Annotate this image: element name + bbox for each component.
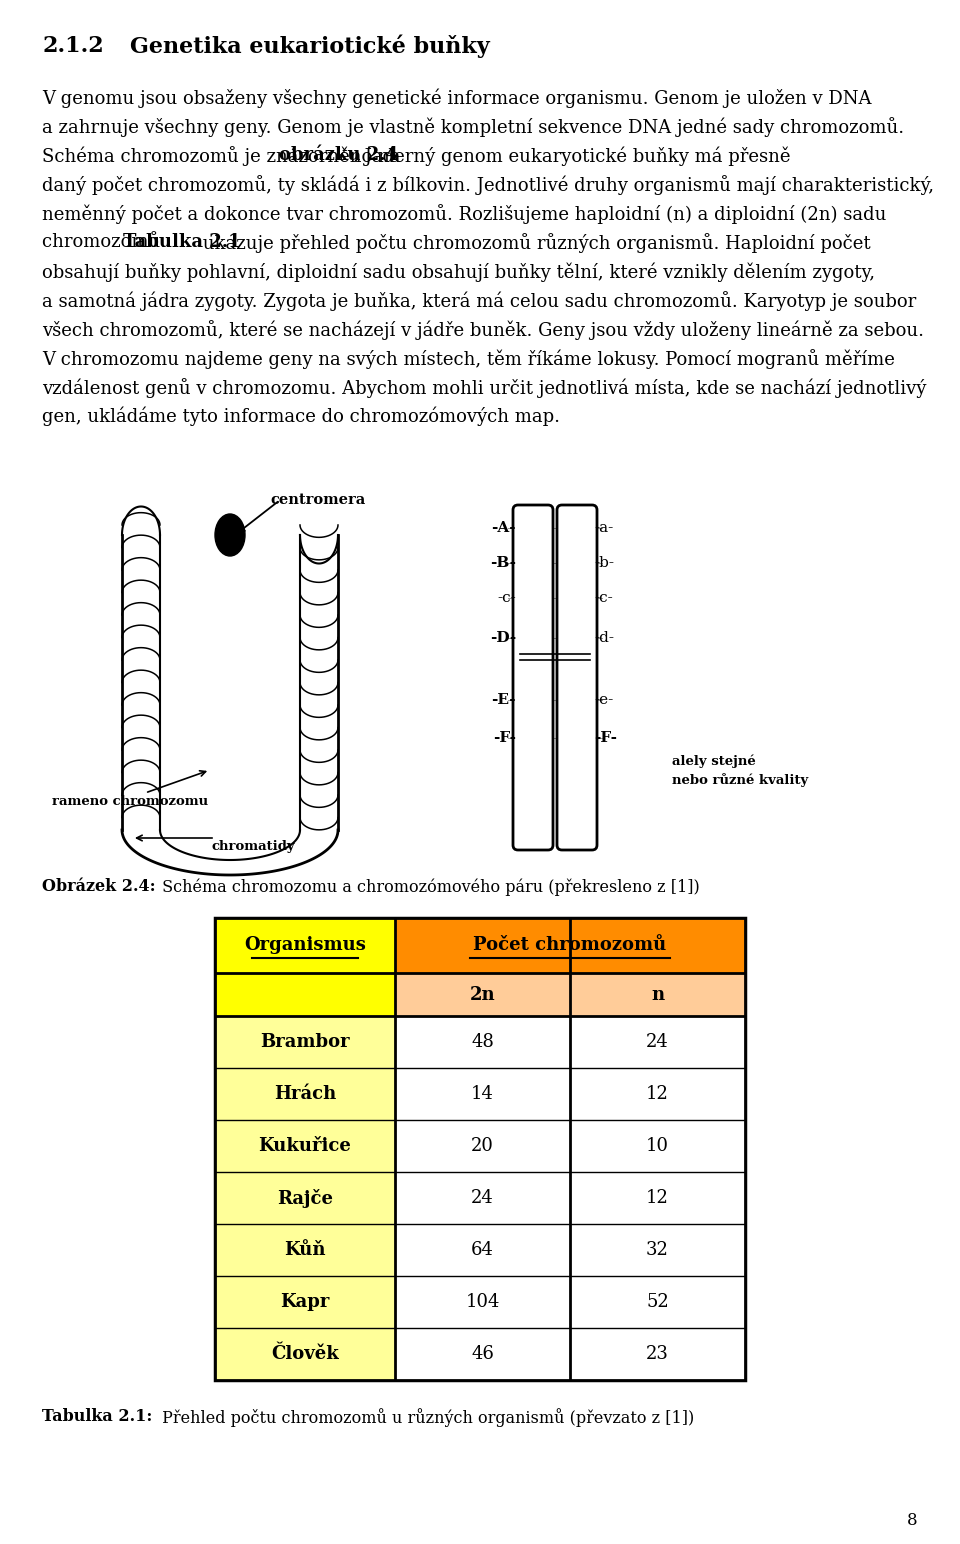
- Text: Schéma chromozomů je znázorněno na: Schéma chromozomů je znázorněno na: [42, 147, 406, 165]
- Text: 52: 52: [646, 1292, 669, 1311]
- Text: -c-: -c-: [594, 591, 612, 605]
- Text: daný počet chromozomů, ty skládá i z bílkovin. Jednotlivé druhy organismů mají c: daný počet chromozomů, ty skládá i z bíl…: [42, 174, 934, 195]
- Text: Kukuřice: Kukuřice: [258, 1136, 351, 1155]
- Text: -F-: -F-: [493, 730, 516, 746]
- Text: 23: 23: [646, 1345, 669, 1363]
- Text: -a-: -a-: [594, 520, 613, 536]
- Text: chromozomů.: chromozomů.: [42, 233, 172, 252]
- Text: obsahují buňky pohlavní, diploidní sadu obsahují buňky tělní, které vznikly děle: obsahují buňky pohlavní, diploidní sadu …: [42, 262, 875, 281]
- Text: -F-: -F-: [594, 730, 617, 746]
- Text: vzdálenost genů v chromozomu. Abychom mohli určit jednotlivá místa, kde se nachá: vzdálenost genů v chromozomu. Abychom mo…: [42, 378, 926, 398]
- Bar: [570, 1275, 745, 1328]
- Text: 10: 10: [646, 1136, 669, 1155]
- Text: Člověk: Člověk: [271, 1345, 339, 1363]
- Text: a zahrnuje všechny geny. Genom je vlastně kompletní sekvence DNA jedné sady chro: a zahrnuje všechny geny. Genom je vlastn…: [42, 117, 904, 137]
- Text: Kůň: Kůň: [284, 1241, 325, 1258]
- Text: . Jaderný genom eukaryotické buňky má přesně: . Jaderný genom eukaryotické buňky má př…: [353, 147, 790, 165]
- Bar: [215, 973, 395, 1016]
- Text: 46: 46: [471, 1345, 494, 1363]
- Bar: [215, 919, 745, 1380]
- Text: 64: 64: [471, 1241, 494, 1258]
- Bar: [570, 1016, 745, 1068]
- Text: Přehled počtu chromozomů u různých organismů (převzato z [1]): Přehled počtu chromozomů u různých organ…: [157, 1408, 694, 1427]
- Text: 24: 24: [646, 1033, 669, 1051]
- Text: a samotná jádra zygoty. Zygota je buňka, která má celou sadu chromozomů. Karyoty: a samotná jádra zygoty. Zygota je buňka,…: [42, 290, 916, 310]
- Text: centromera: centromera: [270, 493, 365, 506]
- Text: rameno chromozomu: rameno chromozomu: [52, 795, 208, 808]
- Bar: [395, 919, 745, 973]
- Text: 20: 20: [471, 1136, 494, 1155]
- Text: -B-: -B-: [490, 556, 516, 570]
- Bar: [395, 1224, 570, 1275]
- Text: 14: 14: [471, 1085, 494, 1102]
- FancyBboxPatch shape: [513, 505, 553, 851]
- Text: Rajče: Rajče: [277, 1189, 333, 1207]
- Text: chromatidy: chromatidy: [212, 840, 296, 852]
- Text: Hrách: Hrách: [274, 1085, 336, 1102]
- Text: obrázku 2.4: obrázku 2.4: [278, 147, 397, 164]
- Text: Tabulka 2.1: Tabulka 2.1: [123, 233, 241, 252]
- Bar: [215, 1172, 395, 1224]
- Text: Kapr: Kapr: [280, 1292, 329, 1311]
- Text: 2.1.2: 2.1.2: [42, 36, 104, 57]
- Bar: [395, 973, 570, 1016]
- FancyBboxPatch shape: [557, 505, 597, 851]
- Bar: [570, 973, 745, 1016]
- Bar: [215, 1275, 395, 1328]
- Text: 104: 104: [466, 1292, 500, 1311]
- Text: -e-: -e-: [594, 693, 613, 707]
- Text: Obrázek 2.4:: Obrázek 2.4:: [42, 879, 156, 896]
- Text: 32: 32: [646, 1241, 669, 1258]
- Bar: [395, 1172, 570, 1224]
- Bar: [215, 1328, 395, 1380]
- Text: -E-: -E-: [492, 693, 516, 707]
- Text: Tabulka 2.1:: Tabulka 2.1:: [42, 1408, 153, 1425]
- Text: V chromozomu najdeme geny na svých místech, těm říkáme lokusy. Pomocí mogranů mě: V chromozomu najdeme geny na svých míste…: [42, 349, 895, 369]
- Text: gen, ukládáme tyto informace do chromozómových map.: gen, ukládáme tyto informace do chromozó…: [42, 408, 560, 426]
- Bar: [395, 1016, 570, 1068]
- Bar: [570, 1328, 745, 1380]
- Text: 48: 48: [471, 1033, 494, 1051]
- Bar: [570, 1119, 745, 1172]
- Text: Brambor: Brambor: [260, 1033, 349, 1051]
- Text: Organismus: Organismus: [244, 937, 366, 954]
- Bar: [395, 1119, 570, 1172]
- Text: všech chromozomů, které se nacházejí v jádře buněk. Geny jsou vždy uloženy lineá: všech chromozomů, které se nacházejí v j…: [42, 320, 924, 340]
- Text: V genomu jsou obsaženy všechny genetické informace organismu. Genom je uložen v : V genomu jsou obsaženy všechny genetické…: [42, 88, 872, 108]
- Text: Schéma chromozomu a chromozómového páru (překresleno z [1]): Schéma chromozomu a chromozómového páru …: [157, 879, 700, 896]
- Text: neměnný počet a dokonce tvar chromozomů. Rozlišujeme haploidní (n) a diploidní (: neměnný počet a dokonce tvar chromozomů.…: [42, 204, 886, 224]
- Bar: [570, 1068, 745, 1119]
- Bar: [570, 1224, 745, 1275]
- Text: -b-: -b-: [594, 556, 614, 570]
- Bar: [395, 1328, 570, 1380]
- Text: 8: 8: [907, 1512, 918, 1529]
- Text: -c-: -c-: [497, 591, 516, 605]
- Bar: [215, 1119, 395, 1172]
- Text: nebo různé kvality: nebo různé kvality: [672, 774, 808, 787]
- Text: Počet chromozomů: Počet chromozomů: [473, 937, 666, 954]
- Bar: [570, 1172, 745, 1224]
- Ellipse shape: [215, 514, 245, 556]
- Text: ukazuje přehled počtu chromozomů různých organismů. Haploidní počet: ukazuje přehled počtu chromozomů různých…: [198, 233, 871, 253]
- Text: -D-: -D-: [490, 631, 516, 645]
- Bar: [215, 1224, 395, 1275]
- Text: 24: 24: [471, 1189, 493, 1207]
- Text: n: n: [651, 985, 664, 1004]
- Bar: [395, 1068, 570, 1119]
- Bar: [215, 1016, 395, 1068]
- Text: 12: 12: [646, 1189, 669, 1207]
- Text: Genetika eukariotické buňky: Genetika eukariotické buňky: [130, 36, 490, 59]
- Text: alely stejné: alely stejné: [672, 755, 756, 769]
- Bar: [215, 1068, 395, 1119]
- Text: -A-: -A-: [492, 520, 516, 536]
- Text: 12: 12: [646, 1085, 669, 1102]
- Text: -d-: -d-: [594, 631, 614, 645]
- Text: 2n: 2n: [469, 985, 495, 1004]
- Bar: [215, 919, 395, 973]
- Bar: [395, 1275, 570, 1328]
